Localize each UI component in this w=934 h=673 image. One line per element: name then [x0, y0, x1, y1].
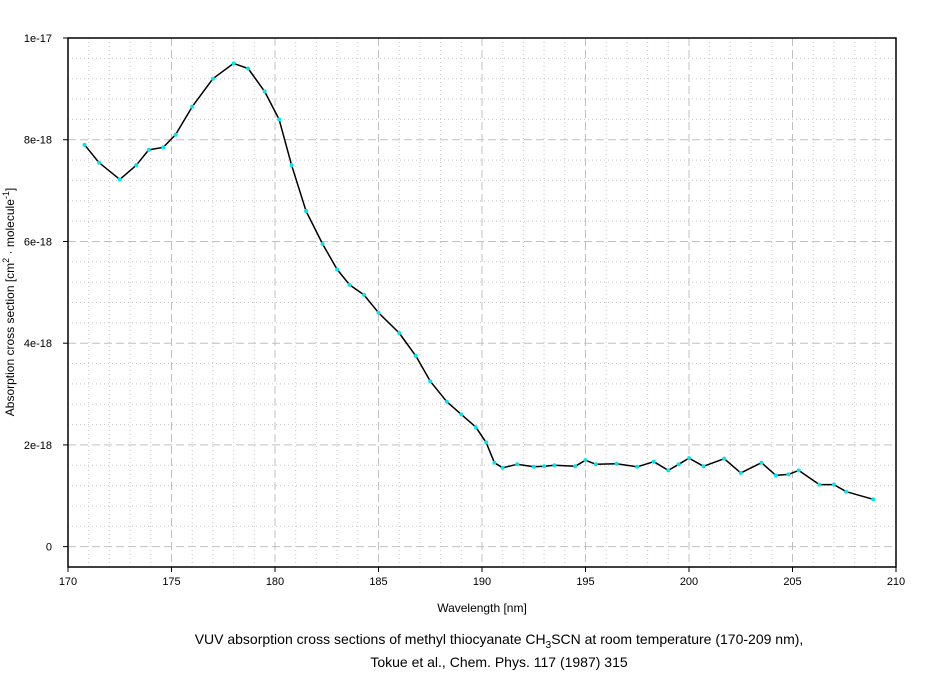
- x-tick-label: 180: [266, 576, 284, 588]
- data-point: [335, 267, 340, 272]
- series-line: [84, 62, 874, 501]
- data-point: [687, 456, 691, 461]
- data-point: [246, 66, 251, 71]
- data-point: [173, 132, 178, 137]
- x-tick-label: 195: [576, 576, 594, 588]
- y-tick-label: 6e-18: [24, 236, 52, 248]
- data-point: [635, 464, 640, 469]
- grid: [68, 38, 896, 567]
- data-point: [871, 497, 876, 502]
- data-point: [146, 147, 151, 152]
- data-point: [304, 208, 309, 213]
- data-point: [210, 76, 215, 81]
- y-tick-label: 2e-18: [24, 440, 52, 452]
- data-point: [786, 472, 791, 477]
- x-tick-label: 185: [369, 576, 387, 588]
- data-point: [666, 468, 671, 473]
- data-point: [593, 462, 598, 467]
- data-point: [289, 163, 294, 168]
- data-point: [428, 379, 433, 384]
- data-point: [817, 482, 822, 487]
- x-tick-label: 170: [59, 576, 77, 588]
- data-point: [231, 61, 236, 66]
- y-tick-label: 4e-18: [24, 338, 52, 350]
- data-point: [552, 463, 557, 468]
- x-tick-label: 210: [887, 576, 905, 588]
- x-tick-label: 200: [680, 576, 698, 588]
- data-point: [277, 117, 282, 122]
- data-point: [484, 440, 489, 445]
- plot-frame: [67, 37, 897, 568]
- x-axis-label: Wavelength [nm]: [437, 601, 527, 615]
- data-point: [134, 163, 139, 168]
- data-point: [117, 177, 122, 182]
- data-point: [722, 456, 727, 461]
- data-point: [773, 473, 778, 478]
- data-point: [444, 399, 449, 404]
- data-point: [531, 464, 536, 469]
- data-point: [320, 242, 325, 247]
- x-axis-ticks: 170 175 180 185 190 195 200 205 210: [59, 567, 905, 588]
- caption-line-1: VUV absorption cross sections of methyl …: [195, 631, 804, 651]
- y-tick-label: 8e-18: [24, 135, 52, 147]
- data-point: [97, 160, 102, 165]
- data-point: [459, 412, 464, 417]
- data-point: [376, 310, 381, 315]
- data-point: [473, 425, 478, 430]
- data-point: [542, 464, 547, 469]
- x-tick-label: 190: [473, 576, 491, 588]
- y-tick-label: 0: [46, 542, 52, 554]
- data-point: [262, 89, 267, 94]
- x-tick-label: 205: [783, 576, 801, 588]
- data-point: [844, 489, 849, 494]
- data-point: [82, 142, 87, 147]
- data-point: [500, 465, 505, 470]
- data-point: [515, 462, 520, 467]
- data-point: [190, 104, 195, 109]
- data-point: [347, 282, 352, 287]
- data-point: [413, 353, 418, 358]
- series-cross-section: [82, 61, 876, 502]
- y-tick-label: 1e-17: [24, 33, 52, 45]
- x-tick-label: 175: [162, 576, 180, 588]
- data-point: [614, 461, 619, 466]
- data-point: [676, 462, 681, 467]
- data-point: [738, 470, 743, 475]
- data-point: [651, 459, 656, 464]
- data-point: [831, 482, 836, 487]
- data-point: [573, 464, 578, 469]
- data-point: [701, 464, 706, 469]
- y-axis-ticks: 0 2e-18 4e-18 6e-18 8e-18 1e-17: [24, 33, 68, 554]
- data-point: [492, 460, 497, 465]
- y-axis-label: Absorption cross section [cm2 · molecule…: [1, 188, 17, 416]
- data-point: [161, 145, 166, 150]
- caption-line-2: Tokue et al., Chem. Phys. 117 (1987) 315: [370, 654, 628, 670]
- data-point: [759, 460, 764, 465]
- data-point: [362, 292, 367, 297]
- data-point: [796, 468, 801, 473]
- data-point: [397, 331, 402, 336]
- data-point: [583, 458, 588, 463]
